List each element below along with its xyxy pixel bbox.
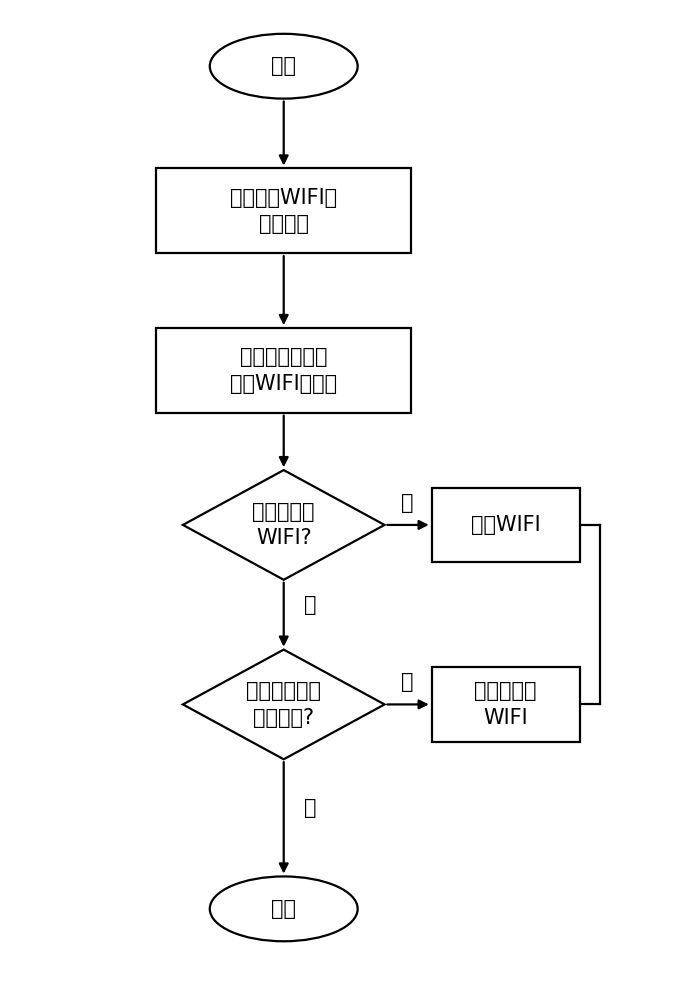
Text: 否: 否: [304, 798, 317, 818]
Text: 结束: 结束: [271, 899, 296, 919]
Text: 切换至教学
WIFI: 切换至教学 WIFI: [475, 681, 537, 728]
Text: 记录教学WIFI的
标识信息: 记录教学WIFI的 标识信息: [230, 188, 338, 234]
Bar: [156, 328, 412, 413]
Bar: [156, 168, 412, 253]
Polygon shape: [183, 650, 385, 759]
Text: 打开WIFI: 打开WIFI: [470, 515, 541, 535]
Ellipse shape: [210, 876, 358, 941]
Text: 监听当前连接的
实时WIFI的状态: 监听当前连接的 实时WIFI的状态: [230, 347, 338, 394]
Text: 是否有连接
WIFI?: 是否有连接 WIFI?: [252, 502, 315, 548]
Text: 标识信息是否
发生变化?: 标识信息是否 发生变化?: [246, 681, 321, 728]
Text: 否: 否: [402, 493, 414, 513]
Polygon shape: [183, 470, 385, 580]
Bar: [431, 667, 580, 742]
Text: 开始: 开始: [271, 56, 296, 76]
Text: 是: 是: [402, 672, 414, 692]
Text: 是: 是: [304, 595, 317, 615]
Bar: [431, 488, 580, 562]
Ellipse shape: [210, 34, 358, 99]
